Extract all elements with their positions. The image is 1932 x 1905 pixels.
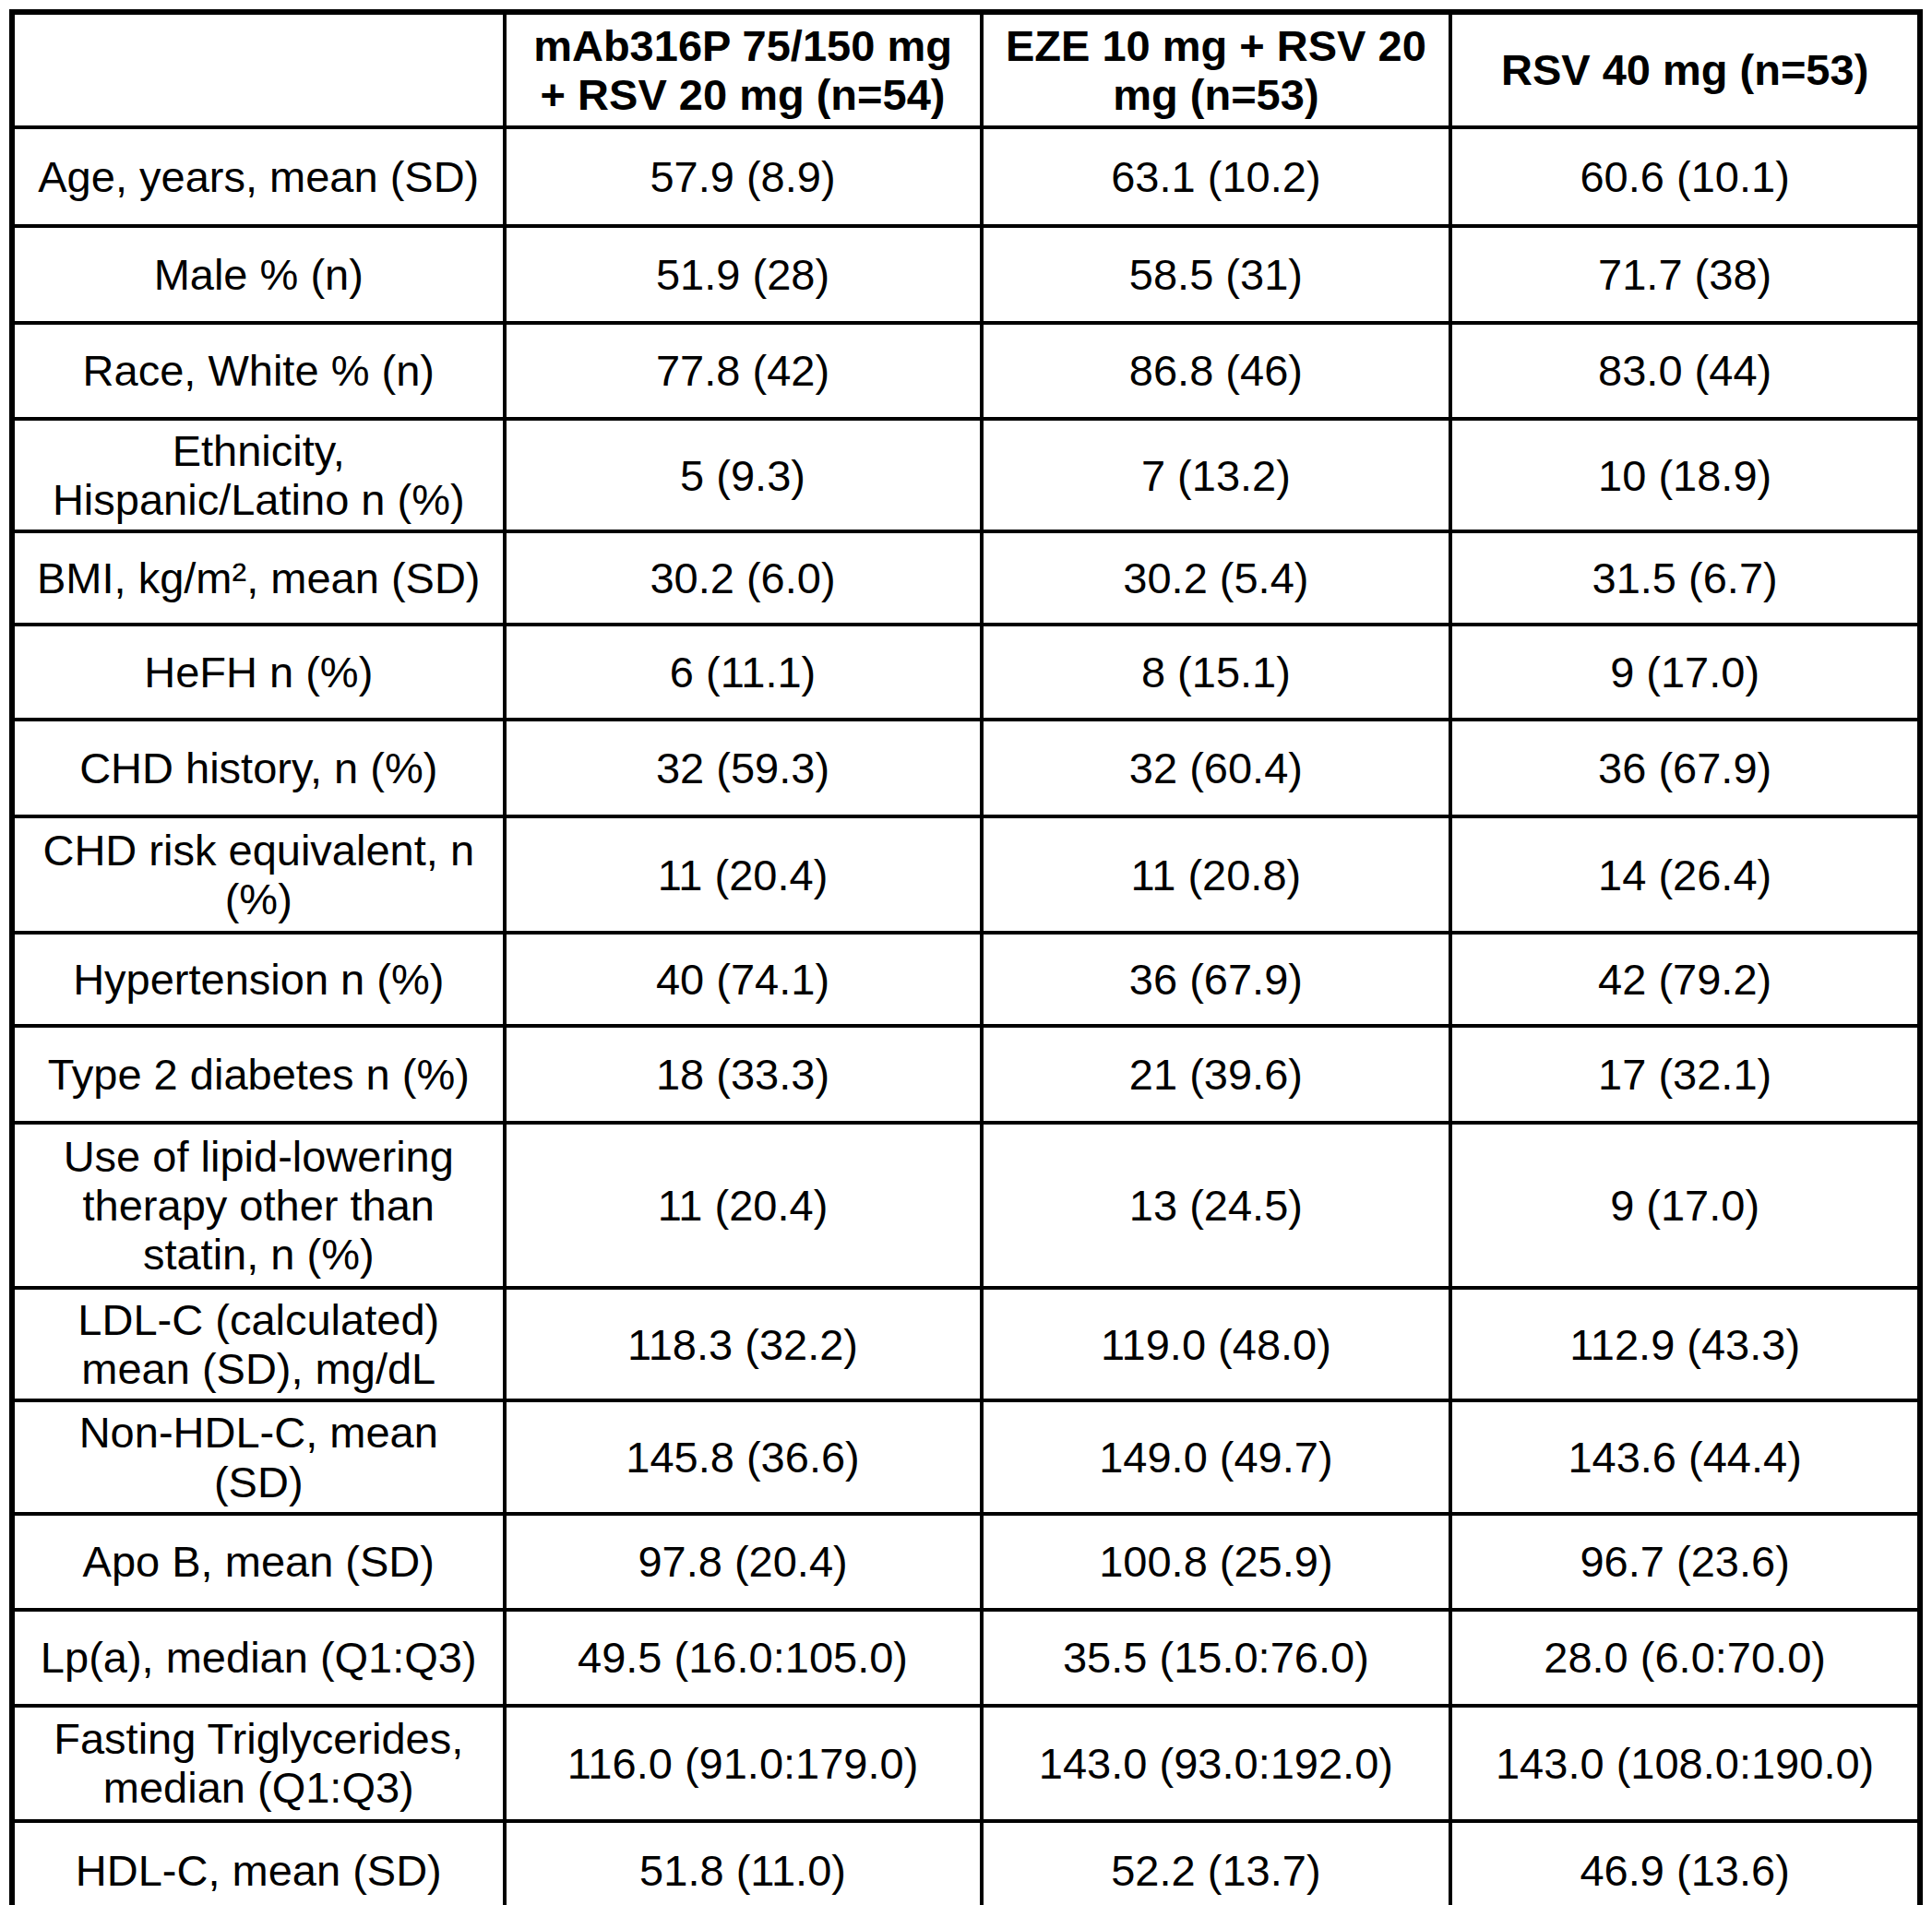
table-row: HDL-C, mean (SD) 51.8 (11.0) 52.2 (13.7)… [12, 1821, 1920, 1905]
data-cell: 36 (67.9) [1450, 720, 1920, 816]
data-cell: 149.0 (49.7) [982, 1400, 1451, 1513]
table-row: Ethnicity, Hispanic/Latino n (%) 5 (9.3)… [12, 419, 1920, 531]
data-cell: 143.6 (44.4) [1450, 1400, 1920, 1513]
data-cell: 28.0 (6.0:70.0) [1450, 1610, 1920, 1706]
header-empty-cell [12, 12, 505, 127]
table-row: Hypertension n (%) 40 (74.1) 36 (67.9) 4… [12, 933, 1920, 1026]
table-row: HeFH n (%) 6 (11.1) 8 (15.1) 9 (17.0) [12, 625, 1920, 720]
data-cell: 11 (20.4) [505, 816, 982, 933]
data-cell: 9 (17.0) [1450, 1123, 1920, 1288]
data-cell: 100.8 (25.9) [982, 1514, 1451, 1610]
row-label: Fasting Triglycerides, median (Q1:Q3) [12, 1706, 505, 1821]
data-cell: 30.2 (6.0) [505, 531, 982, 625]
table-row: Type 2 diabetes n (%) 18 (33.3) 21 (39.6… [12, 1026, 1920, 1123]
data-cell: 36 (67.9) [982, 933, 1451, 1026]
data-cell: 14 (26.4) [1450, 816, 1920, 933]
data-cell: 86.8 (46) [982, 323, 1451, 419]
data-cell: 32 (59.3) [505, 720, 982, 816]
data-cell: 51.8 (11.0) [505, 1821, 982, 1905]
table-row: LDL-C (calculated) mean (SD), mg/dL 118.… [12, 1288, 1920, 1400]
table-row: CHD risk equivalent, n (%) 11 (20.4) 11 … [12, 816, 1920, 933]
data-cell: 10 (18.9) [1450, 419, 1920, 531]
data-cell: 13 (24.5) [982, 1123, 1451, 1288]
data-cell: 143.0 (93.0:192.0) [982, 1706, 1451, 1821]
data-cell: 46.9 (13.6) [1450, 1821, 1920, 1905]
table-row: Lp(a), median (Q1:Q3) 49.5 (16.0:105.0) … [12, 1610, 1920, 1706]
row-label: Male % (n) [12, 226, 505, 323]
row-label: Use of lipid-lowering therapy other than… [12, 1123, 505, 1288]
table-row: Non-HDL-C, mean (SD) 145.8 (36.6) 149.0 … [12, 1400, 1920, 1513]
data-cell: 58.5 (31) [982, 226, 1451, 323]
data-cell: 83.0 (44) [1450, 323, 1920, 419]
data-cell: 8 (15.1) [982, 625, 1451, 720]
table-row: BMI, kg/m², mean (SD) 30.2 (6.0) 30.2 (5… [12, 531, 1920, 625]
row-label: LDL-C (calculated) mean (SD), mg/dL [12, 1288, 505, 1400]
data-cell: 96.7 (23.6) [1450, 1514, 1920, 1610]
column-header-mab316p: mAb316P 75/150 mg + RSV 20 mg (n=54) [505, 12, 982, 127]
row-label: CHD risk equivalent, n (%) [12, 816, 505, 933]
row-label: Lp(a), median (Q1:Q3) [12, 1610, 505, 1706]
header-row: mAb316P 75/150 mg + RSV 20 mg (n=54) EZE… [12, 12, 1920, 127]
table-row: Apo B, mean (SD) 97.8 (20.4) 100.8 (25.9… [12, 1514, 1920, 1610]
column-header-rsv40: RSV 40 mg (n=53) [1450, 12, 1920, 127]
table-row: Use of lipid-lowering therapy other than… [12, 1123, 1920, 1288]
row-label: Hypertension n (%) [12, 933, 505, 1026]
data-cell: 6 (11.1) [505, 625, 982, 720]
data-cell: 32 (60.4) [982, 720, 1451, 816]
data-cell: 11 (20.8) [982, 816, 1451, 933]
data-cell: 42 (79.2) [1450, 933, 1920, 1026]
data-cell: 35.5 (15.0:76.0) [982, 1610, 1451, 1706]
data-cell: 71.7 (38) [1450, 226, 1920, 323]
data-cell: 51.9 (28) [505, 226, 982, 323]
data-cell: 17 (32.1) [1450, 1026, 1920, 1123]
data-cell: 52.2 (13.7) [982, 1821, 1451, 1905]
row-label: Race, White % (n) [12, 323, 505, 419]
data-cell: 77.8 (42) [505, 323, 982, 419]
row-label: Age, years, mean (SD) [12, 127, 505, 226]
data-cell: 60.6 (10.1) [1450, 127, 1920, 226]
data-cell: 116.0 (91.0:179.0) [505, 1706, 982, 1821]
data-cell: 18 (33.3) [505, 1026, 982, 1123]
table-row: Fasting Triglycerides, median (Q1:Q3) 11… [12, 1706, 1920, 1821]
row-label: Apo B, mean (SD) [12, 1514, 505, 1610]
data-cell: 7 (13.2) [982, 419, 1451, 531]
data-cell: 31.5 (6.7) [1450, 531, 1920, 625]
baseline-characteristics-table: mAb316P 75/150 mg + RSV 20 mg (n=54) EZE… [9, 9, 1923, 1905]
data-cell: 30.2 (5.4) [982, 531, 1451, 625]
row-label: Type 2 diabetes n (%) [12, 1026, 505, 1123]
data-cell: 11 (20.4) [505, 1123, 982, 1288]
column-header-eze-rsv: EZE 10 mg + RSV 20 mg (n=53) [982, 12, 1451, 127]
row-label: BMI, kg/m², mean (SD) [12, 531, 505, 625]
table-row: CHD history, n (%) 32 (59.3) 32 (60.4) 3… [12, 720, 1920, 816]
data-cell: 5 (9.3) [505, 419, 982, 531]
data-cell: 97.8 (20.4) [505, 1514, 982, 1610]
page: mAb316P 75/150 mg + RSV 20 mg (n=54) EZE… [0, 0, 1932, 1905]
data-cell: 119.0 (48.0) [982, 1288, 1451, 1400]
data-cell: 63.1 (10.2) [982, 127, 1451, 226]
data-cell: 21 (39.6) [982, 1026, 1451, 1123]
row-label: HDL-C, mean (SD) [12, 1821, 505, 1905]
data-cell: 145.8 (36.6) [505, 1400, 982, 1513]
table-row: Race, White % (n) 77.8 (42) 86.8 (46) 83… [12, 323, 1920, 419]
data-cell: 49.5 (16.0:105.0) [505, 1610, 982, 1706]
row-label: Ethnicity, Hispanic/Latino n (%) [12, 419, 505, 531]
row-label: Non-HDL-C, mean (SD) [12, 1400, 505, 1513]
data-cell: 112.9 (43.3) [1450, 1288, 1920, 1400]
row-label: CHD history, n (%) [12, 720, 505, 816]
data-cell: 118.3 (32.2) [505, 1288, 982, 1400]
data-cell: 143.0 (108.0:190.0) [1450, 1706, 1920, 1821]
data-cell: 57.9 (8.9) [505, 127, 982, 226]
table-row: Age, years, mean (SD) 57.9 (8.9) 63.1 (1… [12, 127, 1920, 226]
data-cell: 40 (74.1) [505, 933, 982, 1026]
row-label: HeFH n (%) [12, 625, 505, 720]
table-row: Male % (n) 51.9 (28) 58.5 (31) 71.7 (38) [12, 226, 1920, 323]
data-cell: 9 (17.0) [1450, 625, 1920, 720]
